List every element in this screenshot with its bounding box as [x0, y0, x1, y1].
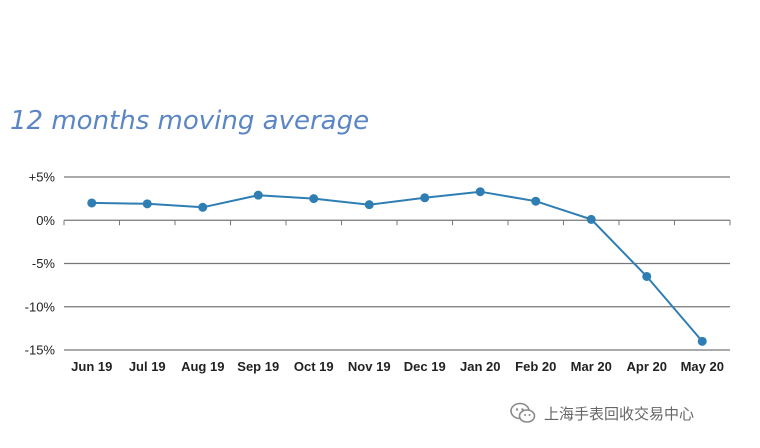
data-point — [420, 193, 430, 203]
data-point — [586, 214, 596, 224]
series-line — [91, 190, 704, 343]
y-tick-label: -10% — [25, 299, 56, 314]
data-point — [364, 200, 374, 210]
wechat-icon — [510, 402, 536, 424]
x-tick-label: Apr 20 — [627, 359, 667, 374]
y-tick-label: 0% — [36, 213, 55, 228]
data-point — [531, 196, 541, 206]
x-axis-tick-labels: Jun 19 Jul 19 Aug 19 Sep 19 Oct 19 Nov 19 Dec … — [71, 359, 724, 374]
x-tick-label: Oct 19 — [294, 359, 334, 374]
grid-lines — [63, 176, 731, 351]
watermark: 上海手表回收交易中心 — [510, 402, 694, 424]
watermark-text: 上海手表回收交易中心 — [544, 405, 695, 423]
data-point — [309, 194, 319, 204]
data-point — [198, 202, 208, 212]
y-axis-tick-labels: +5% 0% -5% -10% -15% — [25, 170, 56, 358]
y-tick-label: -15% — [25, 343, 56, 358]
x-tick-label: Dec 19 — [404, 359, 446, 374]
x-tick-label: Feb 20 — [515, 359, 556, 374]
series-polyline — [91, 190, 704, 343]
x-tick-label: Jun 19 — [71, 359, 112, 374]
y-tick-label: -5% — [32, 256, 56, 271]
data-point — [475, 187, 485, 197]
data-point — [87, 198, 97, 208]
data-point — [697, 336, 707, 346]
data-points — [87, 187, 707, 346]
x-tick-label: Aug 19 — [181, 359, 224, 374]
y-tick-label: +5% — [29, 170, 56, 185]
x-tick-label: Jul 19 — [129, 359, 166, 374]
x-tick-label: Nov 19 — [348, 359, 391, 374]
chart-title: 12 months moving average — [10, 106, 370, 136]
x-tick-label: Sep 19 — [237, 359, 279, 374]
x-tick-label: Jan 20 — [460, 359, 500, 374]
data-point — [253, 190, 263, 200]
data-point — [642, 271, 652, 281]
data-point — [142, 199, 152, 209]
x-tick-label: May 20 — [681, 359, 724, 374]
x-tick-label: Mar 20 — [571, 359, 612, 374]
